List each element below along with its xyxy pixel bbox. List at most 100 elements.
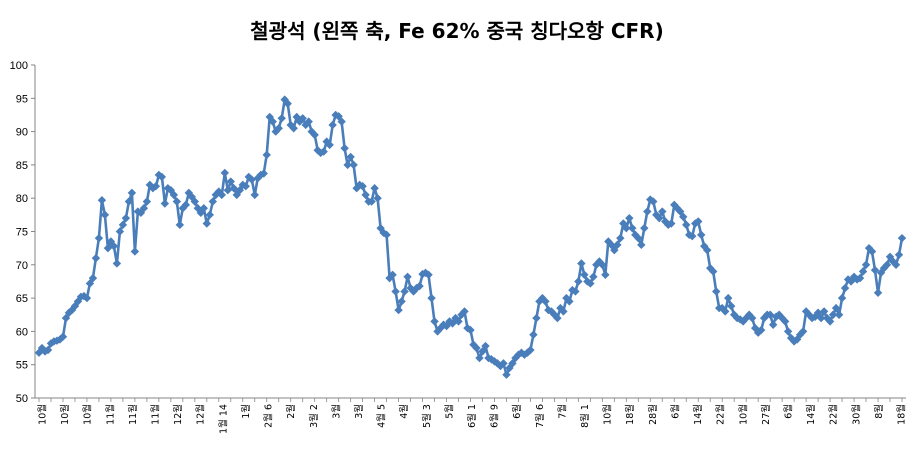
data-point (529, 330, 538, 339)
data-point (685, 230, 694, 240)
data-point (181, 200, 191, 210)
data-point (139, 203, 149, 213)
data-point (127, 188, 137, 198)
y-tick-label: 85 (16, 160, 28, 172)
data-point (709, 267, 718, 276)
data-point (331, 110, 340, 120)
data-point (532, 313, 541, 323)
data-point (619, 219, 628, 228)
data-point (574, 277, 583, 286)
x-tick-label: 10월 (737, 404, 749, 425)
data-point (628, 223, 637, 233)
data-point (840, 283, 850, 293)
y-tick-label: 100 (10, 60, 28, 72)
data-point (694, 217, 703, 226)
data-point (394, 305, 403, 315)
data-point (724, 293, 733, 303)
data-point (640, 223, 649, 233)
data-point (430, 317, 439, 326)
data-point (55, 335, 65, 344)
data-point (370, 184, 379, 193)
x-tick-label: 12월 (195, 404, 207, 425)
data-point (346, 152, 355, 162)
data-point (199, 203, 209, 213)
data-point (109, 241, 119, 251)
x-tick-label: 6월 1 (466, 404, 478, 428)
data-point (94, 233, 104, 243)
data-point (786, 333, 796, 343)
data-point (631, 230, 640, 240)
data-point (643, 207, 652, 216)
data-point (298, 114, 307, 123)
data-point (250, 190, 259, 200)
data-point (867, 247, 877, 256)
plot-area (34, 95, 907, 379)
data-point (831, 303, 841, 313)
data-point (589, 272, 598, 281)
x-tick-label: 7월 (556, 404, 568, 419)
data-point (220, 168, 229, 178)
y-tick-label: 60 (16, 326, 28, 338)
data-point (577, 259, 586, 268)
x-tick-label: 5월 (443, 404, 455, 419)
data-point (91, 253, 101, 263)
data-point (274, 124, 283, 133)
data-point (283, 99, 292, 108)
data-point (289, 124, 298, 133)
data-point (882, 260, 892, 269)
data-point (124, 197, 134, 206)
x-tick-label: 2월 (285, 404, 297, 419)
data-point (79, 291, 89, 301)
x-tick-label: 3월 2 (308, 404, 320, 428)
data-point (688, 231, 697, 241)
data-point (891, 260, 901, 269)
x-tick-label: 3월 (330, 404, 342, 419)
data-point (175, 220, 185, 230)
data-point (652, 210, 661, 220)
y-tick-label: 80 (16, 193, 28, 205)
x-tick-label: 6월 (669, 404, 681, 419)
x-tick-label: 1월 14 (217, 404, 229, 434)
data-point (828, 310, 838, 319)
data-point (481, 341, 490, 351)
y-axis: 50 55 60 65 70 75 80 85 90 95 100 (10, 60, 36, 405)
data-point (184, 188, 194, 198)
data-point (499, 359, 508, 368)
data-point (88, 273, 98, 283)
data-point (43, 345, 53, 355)
data-point (556, 303, 565, 313)
data-point (721, 307, 730, 316)
data-point (517, 348, 526, 357)
data-point (292, 112, 301, 122)
data-point (756, 325, 766, 335)
data-point (304, 117, 313, 126)
data-point (319, 147, 328, 156)
y-tick-label: 55 (16, 360, 28, 372)
data-point (601, 270, 610, 279)
data-point (196, 208, 206, 218)
x-tick-label: 18월 (896, 404, 908, 425)
data-point (454, 317, 463, 326)
x-tick-label: 28월 (647, 404, 659, 425)
data-point (858, 267, 868, 276)
data-point (879, 263, 889, 273)
x-tick-label: 6월 (782, 404, 794, 419)
data-point (382, 230, 391, 240)
data-point (334, 112, 343, 121)
x-tick-label: 10월 (59, 404, 71, 425)
x-tick-label: 2월 6 (263, 404, 275, 428)
x-tick-label: 27월 (760, 404, 772, 425)
data-point (85, 279, 95, 288)
x-tick-label: 22월 (715, 404, 727, 425)
data-point (112, 259, 122, 268)
data-point (598, 260, 607, 269)
data-point (466, 325, 475, 335)
data-point (325, 140, 334, 150)
data-point (340, 144, 349, 153)
data-point (852, 275, 862, 284)
data-point (259, 169, 268, 178)
data-point (337, 117, 346, 126)
x-tick-label: 1월 (240, 404, 252, 419)
x-tick-label: 22월 (828, 404, 840, 425)
data-point (460, 307, 469, 316)
